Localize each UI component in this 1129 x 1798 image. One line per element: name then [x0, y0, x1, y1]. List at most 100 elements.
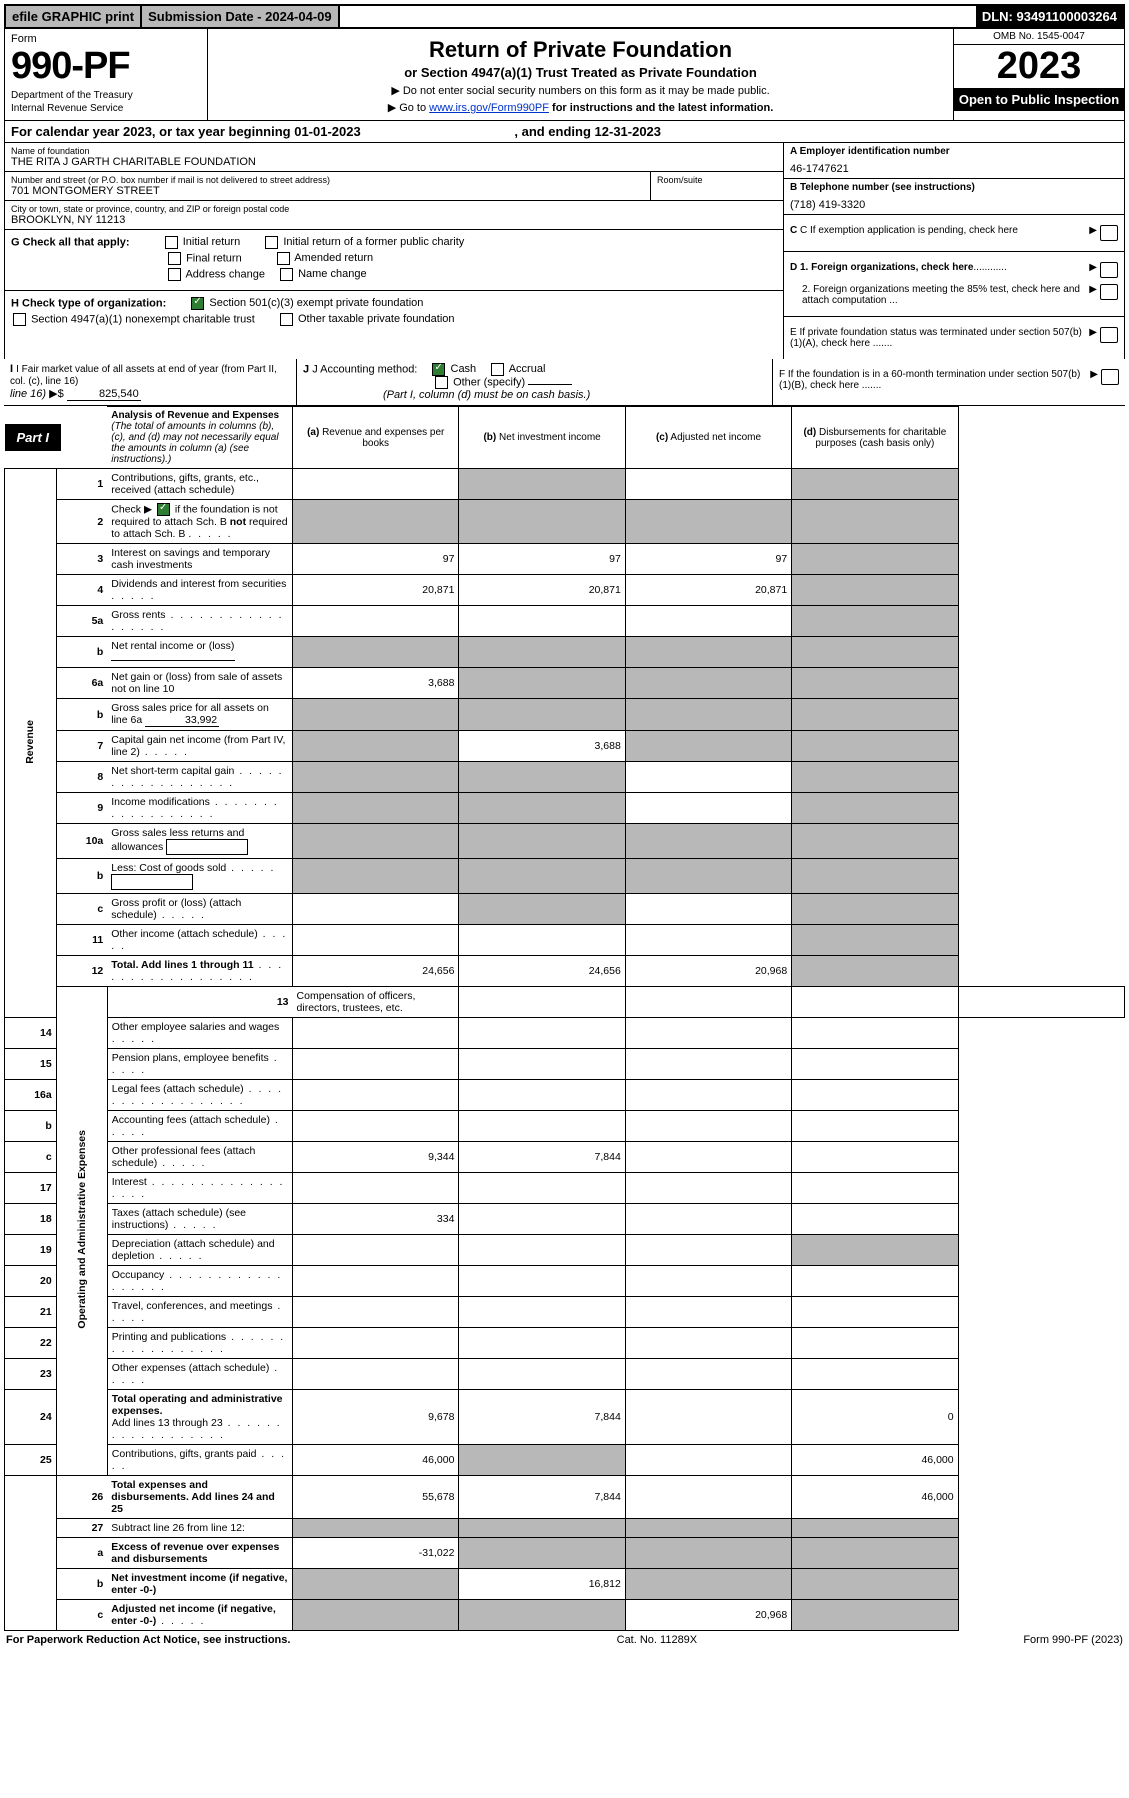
checkbox-name-change[interactable]: [280, 268, 293, 281]
form-number: 990-PF: [11, 45, 201, 88]
i-label: I Fair market value of all assets at end…: [10, 364, 277, 387]
checkbox-initial-return[interactable]: [165, 236, 178, 249]
checkbox-cash[interactable]: [432, 363, 445, 376]
ein: 46-1747621: [790, 163, 1118, 175]
row-1: Contributions, gifts, grants, etc., rece…: [107, 469, 292, 500]
checkbox-initial-former[interactable]: [265, 236, 278, 249]
checkbox-e[interactable]: [1100, 327, 1118, 343]
col-a-header: Revenue and expenses per books: [322, 427, 444, 449]
checkbox-final-return[interactable]: [168, 252, 181, 265]
section-d: D 1. Foreign organizations, check here..…: [784, 252, 1124, 317]
row-27a: Excess of revenue over expenses and disb…: [107, 1538, 292, 1569]
form-label: Form: [11, 33, 201, 45]
row-6b: Gross sales price for all assets on line…: [107, 699, 292, 731]
row-7: Capital gain net income (from Part IV, l…: [107, 731, 292, 762]
row-5a: Gross rents: [107, 606, 292, 637]
checkbox-other-taxable[interactable]: [280, 313, 293, 326]
form-header: Form 990-PF Department of the Treasury I…: [4, 29, 1125, 121]
city-state-zip: BROOKLYN, NY 11213: [11, 214, 777, 226]
row-20: Occupancy: [107, 1266, 292, 1297]
city-cell: City or town, state or province, country…: [5, 201, 783, 230]
row-17: Interest: [107, 1173, 292, 1204]
section-c: C C If exemption application is pending,…: [784, 215, 1124, 252]
checkbox-accrual[interactable]: [491, 363, 504, 376]
section-g: G Check all that apply: Initial return I…: [5, 230, 783, 291]
row-27: Subtract line 26 from line 12:: [107, 1519, 292, 1538]
efile-label[interactable]: efile GRAPHIC print: [6, 6, 142, 27]
room-cell: Room/suite: [651, 172, 783, 201]
h-label: H Check type of organization:: [11, 297, 166, 309]
row-19: Depreciation (attach schedule) and deple…: [107, 1235, 292, 1266]
foundation-name: THE RITA J GARTH CHARITABLE FOUNDATION: [11, 156, 777, 168]
section-e: E If private foundation status was termi…: [784, 317, 1124, 359]
row-3: Interest on savings and temporary cash i…: [107, 544, 292, 575]
form-title: Return of Private Foundation: [214, 37, 947, 63]
row-10a: Gross sales less returns and allowances: [107, 824, 292, 859]
checkbox-d2[interactable]: [1100, 284, 1118, 300]
part1-note: (The total of amounts in columns (b), (c…: [111, 421, 278, 465]
address-cell: Number and street (or P.O. box number if…: [5, 172, 651, 201]
row-12: Total. Add lines 1 through 11: [107, 956, 292, 987]
tax-year: 2023: [954, 45, 1124, 88]
omb-number: OMB No. 1545-0047: [954, 29, 1124, 45]
checkbox-sch-b[interactable]: [157, 503, 170, 516]
row-22: Printing and publications: [107, 1328, 292, 1359]
checkbox-c[interactable]: [1100, 225, 1118, 241]
section-ijf: I I Fair market value of all assets at e…: [4, 359, 1125, 406]
part1-title: Analysis of Revenue and Expenses: [111, 410, 279, 421]
form-id-block: Form 990-PF Department of the Treasury I…: [5, 29, 208, 120]
col-b-header: Net investment income: [499, 432, 601, 443]
submission-date: Submission Date - 2024-04-09: [142, 6, 340, 27]
row-27c: Adjusted net income (if negative, enter …: [107, 1600, 292, 1631]
col-c-header: Adjusted net income: [670, 432, 761, 443]
j-label: J Accounting method:: [312, 363, 417, 375]
checkbox-501c3[interactable]: [191, 297, 204, 310]
row-6b-val: 33,992: [145, 714, 219, 727]
page-footer: For Paperwork Reduction Act Notice, see …: [4, 1631, 1125, 1649]
row-16a: Legal fees (attach schedule): [107, 1080, 292, 1111]
row-9: Income modifications: [107, 793, 292, 824]
row-13: Compensation of officers, directors, tru…: [293, 987, 459, 1018]
col-d-header: Disbursements for charitable purposes (c…: [815, 427, 946, 449]
row-18: Taxes (attach schedule) (see instruction…: [107, 1204, 292, 1235]
entity-info: Name of foundation THE RITA J GARTH CHAR…: [4, 143, 1125, 359]
form-title-block: Return of Private Foundation or Section …: [208, 29, 953, 120]
row-6a: Net gain or (loss) from sale of assets n…: [107, 668, 292, 699]
row-26: Total expenses and disbursements. Add li…: [107, 1476, 292, 1519]
checkbox-other[interactable]: [435, 376, 448, 389]
cat-no: Cat. No. 11289X: [617, 1634, 698, 1646]
street-address: 701 MONTGOMERY STREET: [11, 185, 644, 197]
row-14: Other employee salaries and wages: [107, 1018, 292, 1049]
part1-label: Part I: [5, 424, 62, 451]
foundation-name-cell: Name of foundation THE RITA J GARTH CHAR…: [5, 143, 783, 172]
checkbox-d1[interactable]: [1100, 262, 1118, 278]
phone: (718) 419-3320: [790, 199, 1118, 211]
section-f: F If the foundation is in a 60-month ter…: [772, 359, 1125, 405]
row-23: Other expenses (attach schedule): [107, 1359, 292, 1390]
fmv-value: 825,540: [67, 388, 141, 401]
phone-cell: B Telephone number (see instructions) (7…: [784, 179, 1124, 215]
paperwork-notice: For Paperwork Reduction Act Notice, see …: [6, 1634, 290, 1646]
dln: DLN: 93491100003264: [976, 6, 1123, 27]
calendar-year-row: For calendar year 2023, or tax year begi…: [4, 121, 1125, 143]
row-16b: Accounting fees (attach schedule): [107, 1111, 292, 1142]
dept-treasury: Department of the Treasury: [11, 90, 201, 101]
checkbox-4947a1[interactable]: [13, 313, 26, 326]
row-4: Dividends and interest from securities: [107, 575, 292, 606]
checkbox-address-change[interactable]: [168, 268, 181, 281]
form-subtitle: or Section 4947(a)(1) Trust Treated as P…: [214, 65, 947, 80]
row-16c: Other professional fees (attach schedule…: [107, 1142, 292, 1173]
revenue-side-label: Revenue: [5, 469, 57, 1018]
row-10c: Gross profit or (loss) (attach schedule): [107, 894, 292, 925]
section-h: H Check type of organization: Section 50…: [5, 291, 783, 335]
row-8: Net short-term capital gain: [107, 762, 292, 793]
form-ref: Form 990-PF (2023): [1023, 1634, 1123, 1646]
checkbox-amended[interactable]: [277, 252, 290, 265]
checkbox-f[interactable]: [1101, 369, 1119, 385]
part1-table: Part I Analysis of Revenue and Expenses …: [4, 406, 1125, 1631]
row-2: Check ▶ if the foundation is not require…: [107, 500, 292, 544]
row-25: Contributions, gifts, grants paid: [107, 1445, 292, 1476]
form-year-block: OMB No. 1545-0047 2023 Open to Public In…: [953, 29, 1124, 120]
form990pf-link[interactable]: www.irs.gov/Form990PF: [429, 102, 549, 114]
row-11: Other income (attach schedule): [107, 925, 292, 956]
